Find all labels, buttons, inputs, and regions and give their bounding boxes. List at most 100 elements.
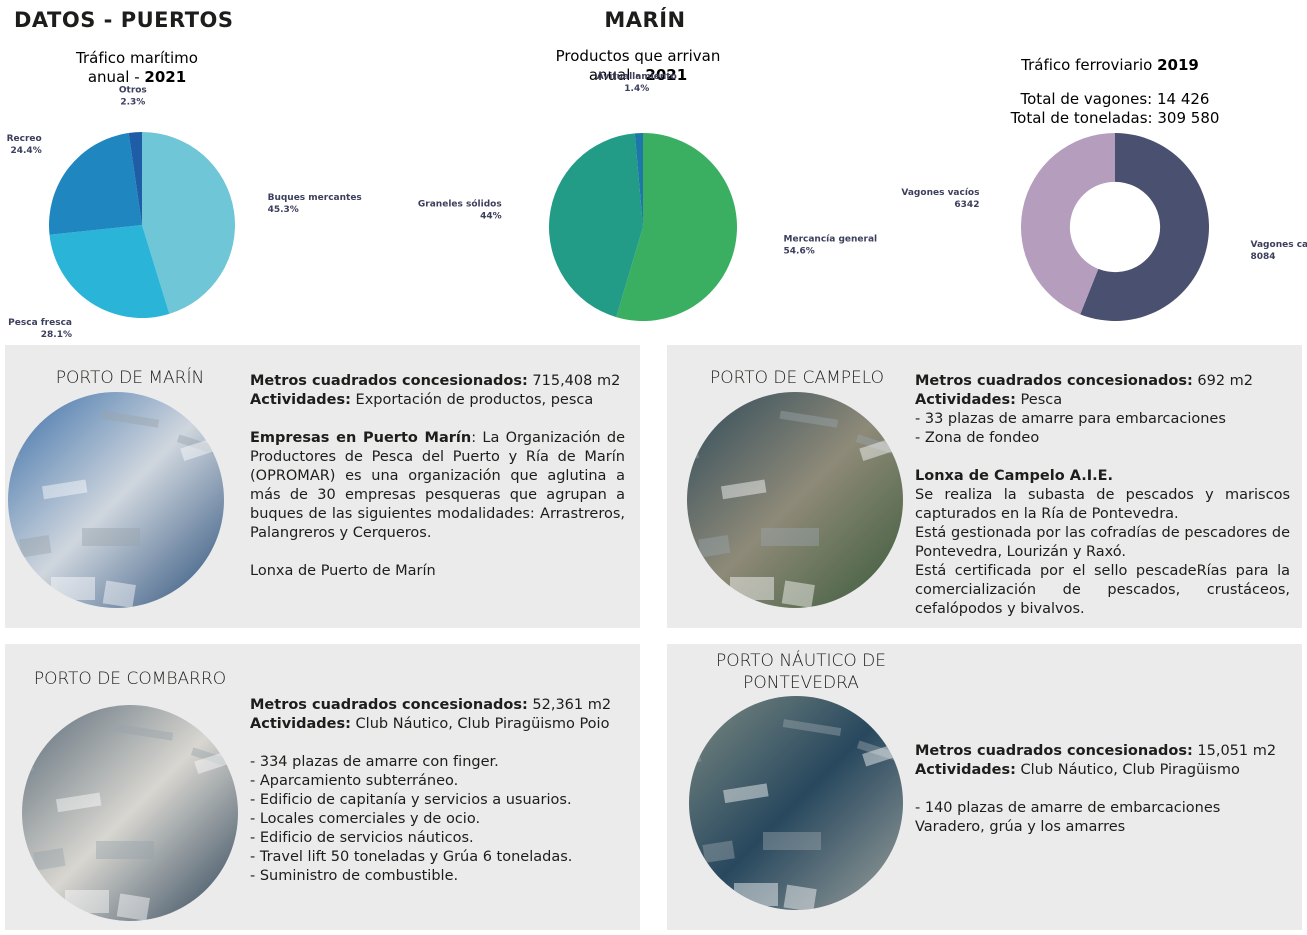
slice-value: 24.4% — [10, 146, 41, 156]
text: Se realiza la subasta de pescados y mari… — [915, 487, 1290, 522]
bold-text: Actividades: — [250, 716, 351, 732]
port-title: PORTO NÁUTICO DE PONTEVEDRA — [715, 651, 887, 693]
photo-detail — [33, 847, 66, 871]
text-line: Se realiza la subasta de pescados y mari… — [915, 486, 1290, 524]
text: Varadero, grúa y los amarres — [915, 819, 1126, 835]
text: 715,408 m2 — [527, 373, 621, 389]
chart-title: Tráfico marítimo — [75, 49, 198, 67]
bold-text: Lonxa de Campelo A.I.E. — [915, 468, 1114, 484]
pie-slice — [48, 132, 142, 235]
chart-subtitle: Total de vagones: 14 426 — [1020, 90, 1210, 108]
place-title: MARÍN — [604, 8, 686, 32]
bold-text: Metros cuadrados concesionados: — [250, 373, 528, 389]
chart-title: Productos que arrivan — [556, 47, 721, 65]
text-block: Lonxa de Campelo A.I.E. Se realiza la sub… — [915, 467, 1290, 619]
photo-bg — [8, 392, 224, 608]
text: - Aparcamiento subterráneo. — [250, 773, 459, 789]
text-line: Actividades: Club Náutico, Club Piragüis… — [915, 761, 1290, 780]
text-line: Actividades: Pesca — [915, 391, 1290, 410]
photo-detail — [781, 580, 815, 608]
text-line: Metros cuadrados concesionados: 52,361 m… — [250, 696, 625, 715]
photo-detail — [55, 792, 102, 813]
port-text: Metros cuadrados concesionados: 15,051 m… — [915, 742, 1290, 856]
pie-slice — [142, 132, 236, 314]
text-block: - 334 plazas de amarre con finger. - Apar… — [250, 753, 625, 886]
text-line: Actividades: Club Náutico, Club Piragüis… — [250, 715, 625, 734]
text-block: Metros cuadrados concesionados: 52,361 m… — [250, 696, 625, 734]
text: Está gestionada por las cofradías de pes… — [915, 525, 1290, 560]
photo-detail — [176, 434, 222, 456]
text-line: Actividades: Exportación de productos, p… — [250, 391, 625, 410]
photo-bg — [22, 705, 238, 921]
text-line: Empresas en Puerto Marín: La Organizació… — [250, 429, 625, 543]
photo-detail — [102, 580, 136, 608]
bold-text: Actividades: — [915, 762, 1016, 778]
text-line: - Zona de fondeo — [915, 429, 1290, 448]
pie-slice — [49, 225, 170, 318]
chart-title-text: anual - — [589, 66, 641, 84]
chart-title-year: 2019 — [1157, 56, 1199, 74]
photo-detail — [65, 890, 109, 913]
slice-value: 54.6% — [784, 246, 815, 256]
text-block: Empresas en Puerto Marín: La Organizació… — [250, 429, 625, 543]
photo-detail — [51, 577, 95, 600]
text-line: - Edificio de capitanía y servicios a us… — [250, 791, 625, 810]
text-line: - Suministro de combustible. — [250, 867, 625, 886]
text: 15,051 m2 — [1192, 743, 1277, 759]
photo-detail — [783, 884, 817, 910]
photo-detail — [41, 479, 88, 500]
photo-detail — [763, 832, 821, 850]
text: - 140 plazas de amarre de embarcaciones — [915, 800, 1221, 816]
slice-label: Recreo — [7, 134, 42, 144]
photo-detail — [100, 410, 160, 428]
text: - Travel lift 50 toneladas y Grúa 6 tone… — [250, 849, 573, 865]
text-line: Metros cuadrados concesionados: 692 m2 — [915, 372, 1290, 391]
text: Club Náutico, Club Piragüismo Poio — [350, 716, 610, 732]
photo-detail — [702, 840, 735, 863]
port-title: PORTO DE COMBARRO — [33, 669, 227, 689]
photo-detail — [82, 528, 140, 546]
text: 52,361 m2 — [527, 697, 612, 713]
chart-title-text: Tráfico marítimo — [75, 49, 198, 67]
photo-detail — [190, 747, 236, 769]
bold-text: Empresas en Puerto Marín — [250, 430, 472, 446]
slice-label: Otros — [119, 85, 147, 95]
text-line: - Travel lift 50 toneladas y Grúa 6 tone… — [250, 848, 625, 867]
photo-group — [22, 705, 238, 921]
port-title: PORTO DE CAMPELO — [709, 368, 885, 388]
port-panel: PORTO NÁUTICO DE PONTEVEDRA Metros cuadra… — [667, 644, 1302, 930]
port-text: Metros cuadrados concesionados: 715,408 … — [250, 372, 625, 600]
chart-title-year: 2021 — [645, 66, 687, 84]
text: : La Organización de Productores de Pesc… — [250, 430, 625, 541]
chart-title-text: Productos que arrivan — [556, 47, 721, 65]
text: Lonxa de Puerto de Marín — [250, 563, 436, 579]
text-line: Está certificada por el sello pescadeRía… — [915, 562, 1290, 619]
text-line: - 33 plazas de amarre para embarcaciones — [915, 410, 1290, 429]
text-line: Está gestionada por las cofradías de pes… — [915, 524, 1290, 562]
text: - Edificio de servicios náuticos. — [250, 830, 474, 846]
port-panel: PORTO DE COMBARRO Metros cuadrados conces… — [5, 644, 640, 930]
photo-detail — [19, 534, 52, 558]
chart-title: anual - 2021 — [88, 68, 186, 86]
text: Club Náutico, Club Piragüismo — [1015, 762, 1240, 778]
pie-slice — [549, 133, 643, 318]
photo-group — [689, 696, 903, 910]
text-line: Varadero, grúa y los amarres — [915, 818, 1290, 837]
text-line: - Locales comerciales y de ocio. — [250, 810, 625, 829]
slice-label: Avituallamiento — [597, 72, 677, 82]
slice-value: 6342 — [954, 200, 979, 210]
photo-detail — [856, 740, 902, 762]
chart-title: Tráfico ferroviario 2019 — [1020, 56, 1199, 74]
photo-detail — [114, 723, 174, 741]
bold-text: Metros cuadrados concesionados: — [250, 697, 528, 713]
photo-detail — [782, 719, 842, 737]
slice-label: Buques mercantes — [268, 193, 362, 203]
text-line: Lonxa de Puerto de Marín — [250, 562, 625, 581]
photo-detail — [116, 893, 150, 921]
chart-title-text: Tráfico ferroviario — [1020, 56, 1152, 74]
text-block: Metros cuadrados concesionados: 715,408 … — [250, 372, 625, 410]
text: - 33 plazas de amarre para embarcaciones — [915, 411, 1226, 427]
pie-slice — [616, 133, 737, 321]
